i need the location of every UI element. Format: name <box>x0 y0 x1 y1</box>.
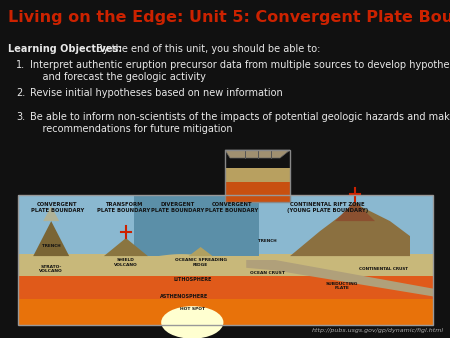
Bar <box>225 168 290 182</box>
Text: Living on the Edge: Unit 5: Convergent Plate Boundaries: Living on the Edge: Unit 5: Convergent P… <box>8 10 450 25</box>
Text: CONTINENTAL RIFT ZONE
(YOUNG PLATE BOUNDARY): CONTINENTAL RIFT ZONE (YOUNG PLATE BOUND… <box>287 202 368 213</box>
Text: LITHOSPHERE: LITHOSPHERE <box>173 277 212 282</box>
Polygon shape <box>335 201 375 221</box>
Bar <box>134 195 259 256</box>
Bar <box>18 254 433 325</box>
Polygon shape <box>189 247 212 256</box>
Bar <box>18 275 433 325</box>
Text: SUBDUCTING
PLATE: SUBDUCTING PLATE <box>325 282 358 290</box>
Text: STRATO-
VOLCANO: STRATO- VOLCANO <box>39 265 63 273</box>
Text: TRENCH: TRENCH <box>258 239 276 242</box>
Bar <box>18 299 433 325</box>
Text: Interpret authentic eruption precursor data from multiple sources to develop hyp: Interpret authentic eruption precursor d… <box>30 60 450 81</box>
Text: TRENCH: TRENCH <box>42 244 60 248</box>
Text: SHIELD
VOLCANO: SHIELD VOLCANO <box>114 258 138 267</box>
Text: OCEAN CRUST: OCEAN CRUST <box>250 271 284 275</box>
Bar <box>18 195 433 266</box>
Text: TRANSFORM
PLATE BOUNDARY: TRANSFORM PLATE BOUNDARY <box>97 202 150 213</box>
Text: CONVERGENT
PLATE BOUNDARY: CONVERGENT PLATE BOUNDARY <box>31 202 84 213</box>
Text: HOT SPOT: HOT SPOT <box>180 307 205 311</box>
Bar <box>225 150 290 202</box>
Text: Be able to inform non-scientists of the impacts of potential geologic hazards an: Be able to inform non-scientists of the … <box>30 112 450 134</box>
Text: ASTHENOSPHERE: ASTHENOSPHERE <box>160 294 208 299</box>
Bar <box>225 180 290 202</box>
Polygon shape <box>43 206 59 221</box>
Text: CONTINENTAL CRUST: CONTINENTAL CRUST <box>359 267 408 271</box>
Text: OCEANIC SPREADING
RIDGE: OCEANIC SPREADING RIDGE <box>175 258 227 267</box>
Text: 2.: 2. <box>16 88 25 98</box>
Polygon shape <box>33 221 69 256</box>
Text: DIVERGENT
PLATE BOUNDARY: DIVERGENT PLATE BOUNDARY <box>151 202 204 213</box>
Text: 1.: 1. <box>16 60 25 70</box>
Text: By the end of this unit, you should be able to:: By the end of this unit, you should be a… <box>93 44 320 54</box>
Polygon shape <box>104 238 148 256</box>
Text: 3.: 3. <box>16 112 25 122</box>
Text: Learning Objectives:: Learning Objectives: <box>8 44 122 54</box>
Polygon shape <box>246 260 433 296</box>
Bar <box>18 195 433 325</box>
Text: CONVERGENT
PLATE BOUNDARY: CONVERGENT PLATE BOUNDARY <box>205 202 258 213</box>
Text: http://pubs.usgs.gov/gp/dynamic/figl.html: http://pubs.usgs.gov/gp/dynamic/figl.htm… <box>312 328 444 333</box>
Text: Revise initial hypotheses based on new information: Revise initial hypotheses based on new i… <box>30 88 283 98</box>
Ellipse shape <box>161 306 223 338</box>
Polygon shape <box>225 150 290 158</box>
Polygon shape <box>290 206 410 256</box>
